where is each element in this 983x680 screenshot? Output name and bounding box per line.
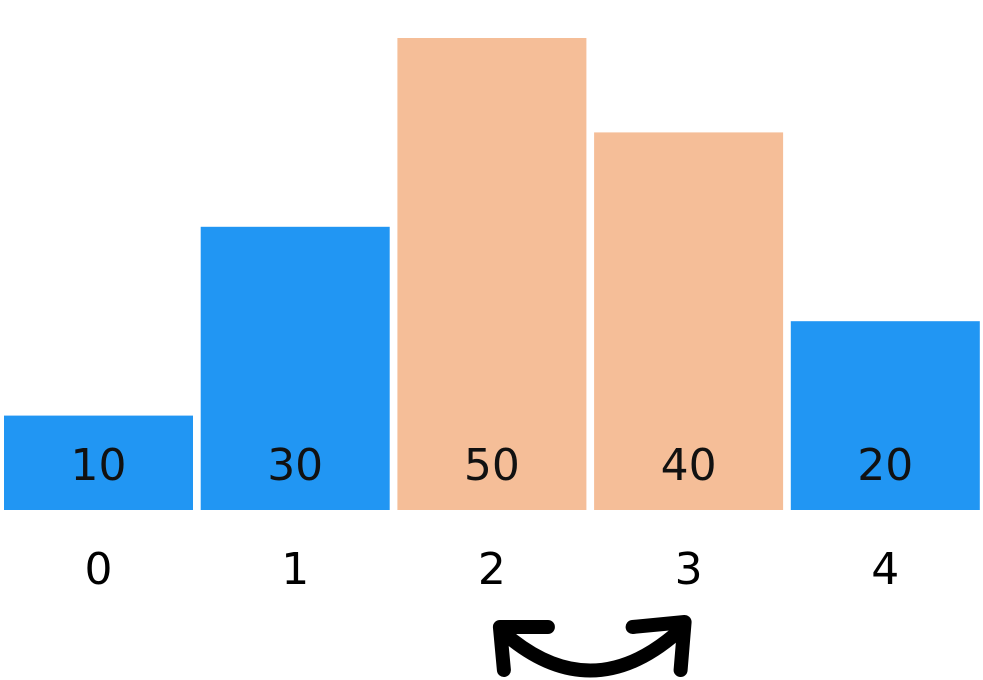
swap-arrow-curve [496,626,684,678]
bar-value-label: 40 [661,440,717,491]
index-labels-group: 0 1 2 3 4 [85,544,900,595]
swap-arrow-icon [492,615,692,678]
bar-1 [200,226,390,511]
bar-2 [397,38,587,510]
bar-value-label: 50 [464,440,520,491]
bars-group: 10 30 50 40 20 [4,38,980,511]
index-label: 1 [281,544,309,595]
bar-4 [790,321,980,510]
bar-value-label: 30 [267,440,323,491]
index-label: 4 [871,544,899,595]
bar-value-label: 10 [71,440,127,491]
bar-value-label: 20 [857,440,913,491]
bar-3 [594,132,784,510]
index-label: 0 [85,544,113,595]
index-label: 2 [478,544,506,595]
swap-arrow-right-head [625,615,692,677]
swap-arrow-left-head [492,620,555,677]
index-label: 3 [675,544,703,595]
bar-0 [4,415,193,510]
